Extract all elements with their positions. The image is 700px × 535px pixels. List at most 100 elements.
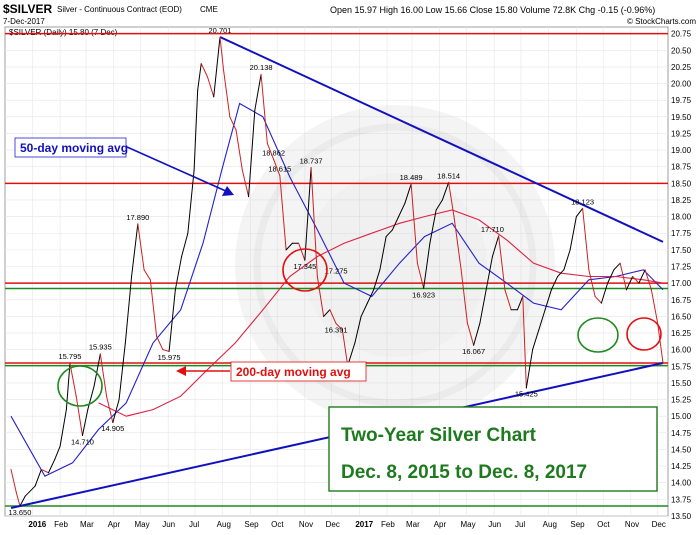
price-segment: [260, 73, 268, 144]
price-segment: [644, 269, 652, 291]
y-tick-label: 15.50: [671, 379, 692, 388]
x-tick-label: 2017: [355, 520, 373, 529]
y-tick-label: 16.00: [671, 346, 692, 355]
price-segment: [423, 242, 431, 289]
price-segment: [638, 269, 646, 284]
y-tick-label: 14.50: [671, 445, 692, 454]
y-tick-label: 18.75: [671, 163, 692, 172]
price-series: [10, 36, 664, 507]
ma200-label: 200-day moving avg: [236, 365, 351, 379]
price-segment: [416, 262, 425, 289]
x-tick-label: Oct: [271, 520, 284, 529]
coin-watermark: [235, 105, 555, 425]
y-tick-label: 19.00: [671, 146, 692, 155]
price-annotation: 18.123: [571, 198, 594, 207]
y-tick-label: 15.25: [671, 396, 692, 405]
price-segment: [600, 282, 609, 304]
price-segment: [316, 275, 325, 317]
price-segment: [69, 362, 77, 397]
price-segment: [429, 209, 437, 244]
price-segment: [460, 269, 468, 324]
price-segment: [354, 315, 362, 344]
y-tick-label: 20.75: [671, 30, 692, 39]
price-segment: [441, 181, 450, 201]
price-annotation: 14.710: [71, 437, 94, 446]
price-segment: [223, 69, 231, 118]
price-segment: [143, 269, 151, 281]
symbol-description: Silver - Continuous Contract (EOD): [57, 5, 182, 14]
y-tick-label: 14.00: [671, 479, 692, 488]
x-tick-label: Aug: [217, 520, 231, 529]
y-tick-label: 17.75: [671, 229, 692, 238]
price-segment: [360, 302, 368, 317]
y-tick-label: 13.50: [671, 512, 692, 521]
price-segment: [59, 409, 67, 447]
price-segment: [588, 269, 596, 297]
y-tick-label: 16.50: [671, 312, 692, 321]
x-tick-label: Mar: [80, 520, 94, 529]
price-segment: [575, 207, 584, 218]
price-segment: [248, 109, 256, 198]
price-segment: [466, 322, 475, 346]
price-segment: [93, 353, 101, 387]
price-segment: [48, 458, 56, 474]
moving-averages: [10, 102, 664, 477]
x-tick-label: Nov: [299, 520, 313, 529]
price-segment: [149, 279, 158, 337]
ma50-arrow-head: [222, 186, 234, 196]
price-segment: [385, 229, 393, 238]
price-segment: [435, 199, 443, 211]
y-tick-label: 18.25: [671, 196, 692, 205]
price-segment: [341, 329, 349, 367]
price-annotation: 15.795: [58, 352, 81, 361]
x-tick-label: Jun: [488, 520, 501, 529]
price-annotation: 18.514: [437, 172, 460, 181]
price-segment: [99, 353, 108, 397]
price-segment: [200, 63, 208, 78]
price-annotations: 20.701 20.138 18.862 18.615 18.737 17.345 17.2…: [8, 26, 594, 517]
title-line-2: Dec. 8, 2015 to Dec. 8, 2017: [341, 462, 587, 483]
x-tick-label: Apr: [434, 520, 447, 529]
price-segment: [124, 275, 133, 344]
title-line-1: Two-Year Silver Chart: [341, 425, 537, 446]
price-segment: [632, 275, 640, 284]
price-segment: [187, 169, 195, 234]
price-segment: [273, 158, 281, 177]
y-tick-label: 16.25: [671, 329, 692, 338]
price-segment: [15, 492, 21, 507]
price-segment: [162, 349, 170, 352]
price-segment: [504, 289, 512, 311]
highlight-circle-green-oct2017: [577, 317, 619, 353]
price-segment: [329, 309, 337, 325]
price-segment: [473, 322, 481, 346]
price-annotation: 15.975: [158, 353, 181, 362]
price-segment: [54, 445, 61, 460]
price-annotation: 16.923: [412, 290, 435, 299]
price-segment: [613, 262, 621, 271]
price-annotation: 18.862: [262, 148, 285, 157]
x-tick-label: Dec: [652, 520, 666, 529]
upper-trendline: [219, 36, 664, 243]
ma200-label-box: [230, 361, 367, 382]
price-segment: [485, 256, 493, 291]
symbol-title: $SILVER: [3, 2, 52, 16]
ma50-line: [10, 102, 664, 477]
x-tick-label: Feb: [54, 520, 68, 529]
price-segment: [206, 76, 215, 98]
price-segment: [525, 349, 534, 389]
y-tick-label: 17.00: [671, 279, 692, 288]
y-tick-label: 17.50: [671, 246, 692, 255]
price-segment: [557, 269, 565, 277]
x-tick-label: Nov: [625, 520, 639, 529]
price-segment: [19, 495, 26, 507]
x-tick-label: Jul: [515, 520, 525, 529]
price-annotation: 15.935: [89, 343, 112, 352]
price-annotation: 16.067: [462, 347, 485, 356]
x-tick-label: May: [461, 520, 476, 529]
price-segment: [657, 322, 664, 364]
highlight-circle-red-dec2016: [282, 248, 328, 292]
price-segment: [498, 235, 506, 291]
price-segment: [379, 236, 387, 271]
price-segment: [323, 309, 331, 317]
price-segment: [168, 289, 176, 352]
